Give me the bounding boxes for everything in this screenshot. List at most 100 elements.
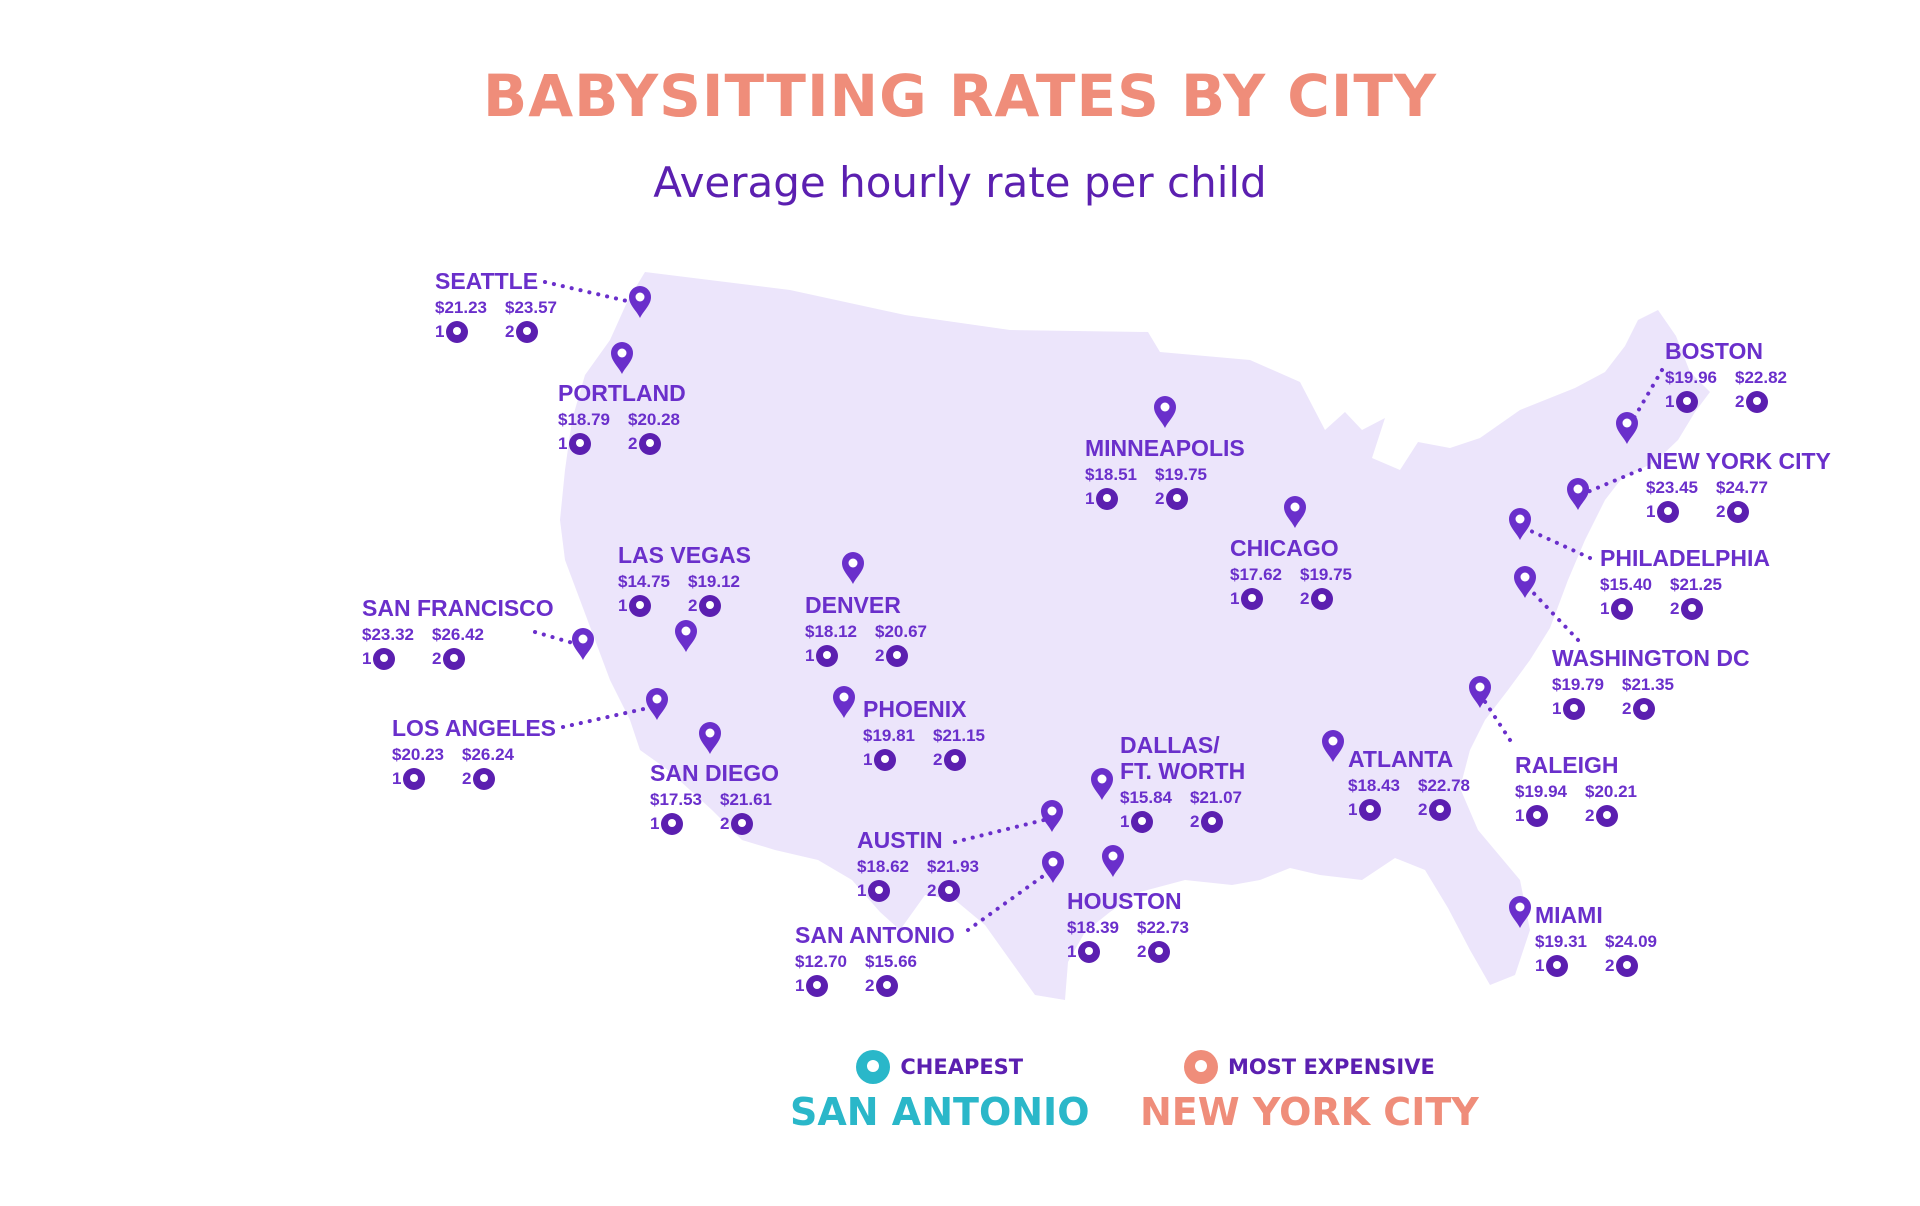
map-pin-icon-los-angeles — [646, 688, 668, 720]
child-icon — [886, 645, 909, 667]
child-icon — [1359, 799, 1382, 821]
rate-two-children: $24.09 2 — [1605, 931, 1657, 977]
city-dallas-ft-worth: DALLAS/FT. WORTH $15.84 1 $21.07 2 — [1120, 732, 1245, 833]
rate-one-child: $18.62 1 — [857, 856, 909, 902]
most-expensive-city: NEW YORK CITY — [1140, 1090, 1479, 1134]
child-icon — [699, 595, 722, 617]
leader-line-austin — [953, 816, 1054, 844]
rate-one-child: $14.75 1 — [618, 571, 670, 617]
city-raleigh: RALEIGH $19.94 1 $20.21 2 — [1515, 752, 1637, 827]
price-two-children: $24.09 — [1605, 932, 1657, 951]
price-two-children: $21.07 — [1190, 788, 1242, 807]
city-name: DALLAS/FT. WORTH — [1120, 732, 1246, 784]
leader-line-washington-dc — [1523, 582, 1580, 642]
price-one-child: $18.62 — [857, 857, 909, 876]
price-one-child: $18.51 — [1085, 465, 1137, 484]
child-icon — [1241, 588, 1264, 610]
us-silhouette — [560, 272, 1710, 1000]
child-icon — [473, 768, 496, 790]
city-name: PHILADELPHIA — [1600, 545, 1770, 571]
child-icon — [1078, 941, 1101, 963]
map-pin-icon-phoenix — [833, 686, 855, 718]
price-one-child: $15.40 — [1600, 575, 1652, 594]
city-name: SAN FRANCISCO — [362, 595, 554, 621]
child-icon — [731, 813, 754, 835]
rate-one-child: $19.94 1 — [1515, 781, 1567, 827]
child-icon — [1526, 805, 1549, 827]
map-pin-icon-austin — [1041, 800, 1063, 832]
price-two-children: $21.93 — [927, 857, 979, 876]
city-denver: DENVER $18.12 1 $20.67 2 — [805, 592, 927, 667]
city-name: LAS VEGAS — [618, 542, 751, 568]
rate-one-child: $15.40 1 — [1600, 574, 1652, 620]
child-count: 2 — [462, 769, 472, 788]
rate-two-children: $19.75 2 — [1300, 564, 1352, 610]
map-pin-icon-washington-dc — [1514, 566, 1536, 598]
child-icon — [661, 813, 684, 835]
rate-one-child: $18.39 1 — [1067, 917, 1119, 963]
price-one-child: $19.31 — [1535, 932, 1587, 951]
child-count: 1 — [618, 596, 628, 615]
child-icon — [629, 595, 652, 617]
child-count: 2 — [628, 434, 638, 453]
rate-one-child: $19.81 1 — [863, 725, 915, 771]
map-pin-icon-chicago — [1284, 496, 1306, 528]
child-icon — [1676, 391, 1699, 413]
child-icon — [1681, 598, 1704, 620]
child-count: 1 — [1646, 502, 1656, 521]
rate-two-children: $22.73 2 — [1137, 917, 1189, 963]
cheapest-tag: CHEAPEST — [900, 1055, 1024, 1079]
child-icon — [446, 321, 469, 343]
rate-two-children: $22.78 2 — [1418, 775, 1470, 821]
infographic-title: BABYSITTING RATES BY CITY — [483, 62, 1437, 130]
city-name: BOSTON — [1665, 338, 1763, 364]
rate-two-children: $21.07 2 — [1190, 787, 1242, 833]
city-san-diego: SAN DIEGO $17.53 1 $21.61 2 — [650, 760, 779, 835]
child-count: 1 — [1665, 392, 1675, 411]
child-count: 1 — [362, 649, 372, 668]
child-count: 1 — [805, 646, 815, 665]
price-two-children: $19.75 — [1155, 465, 1207, 484]
rate-two-children: $15.66 2 — [865, 951, 917, 997]
price-two-children: $22.82 — [1735, 368, 1787, 387]
map-pin-icon-raleigh — [1469, 676, 1491, 708]
city-name: NEW YORK CITY — [1646, 448, 1831, 474]
child-icon — [1546, 955, 1569, 977]
map-pin-icon-san-antonio — [1042, 851, 1064, 883]
child-count: 1 — [1230, 589, 1240, 608]
rate-two-children: $19.12 2 — [688, 571, 740, 617]
child-icon — [1563, 698, 1586, 720]
city-name: RALEIGH — [1515, 752, 1619, 778]
price-one-child: $23.32 — [362, 625, 414, 644]
price-one-child: $15.84 — [1120, 788, 1172, 807]
price-one-child: $23.45 — [1646, 478, 1698, 497]
rate-two-children: $21.61 2 — [720, 789, 772, 835]
city-name: LOS ANGELES — [392, 715, 556, 741]
child-icon — [443, 648, 466, 670]
child-icon — [1727, 501, 1750, 523]
rate-one-child: $23.45 1 — [1646, 477, 1698, 523]
price-two-children: $26.24 — [462, 745, 514, 764]
rate-one-child: $18.12 1 — [805, 621, 857, 667]
child-count: 2 — [688, 596, 698, 615]
city-name: MIAMI — [1535, 902, 1603, 928]
child-icon — [1657, 501, 1680, 523]
map-pin-icon-houston — [1102, 845, 1124, 877]
child-count: 1 — [1552, 699, 1562, 718]
child-icon — [569, 433, 592, 455]
child-count: 2 — [720, 814, 730, 833]
map-pin-icon-boston — [1616, 412, 1638, 444]
child-icon — [1311, 588, 1334, 610]
price-two-children: $26.42 — [432, 625, 484, 644]
map-pin-icon-seattle — [629, 286, 651, 318]
child-icon — [806, 975, 829, 997]
cheapest-city: SAN ANTONIO — [790, 1090, 1090, 1134]
rate-one-child: $18.79 1 — [558, 409, 610, 455]
child-count: 2 — [1585, 806, 1595, 825]
city-austin: AUSTIN $18.62 1 $21.93 2 — [857, 827, 979, 902]
city-name: AUSTIN — [857, 827, 943, 853]
infographic-subtitle: Average hourly rate per child — [653, 158, 1267, 207]
rate-one-child: $17.53 1 — [650, 789, 702, 835]
